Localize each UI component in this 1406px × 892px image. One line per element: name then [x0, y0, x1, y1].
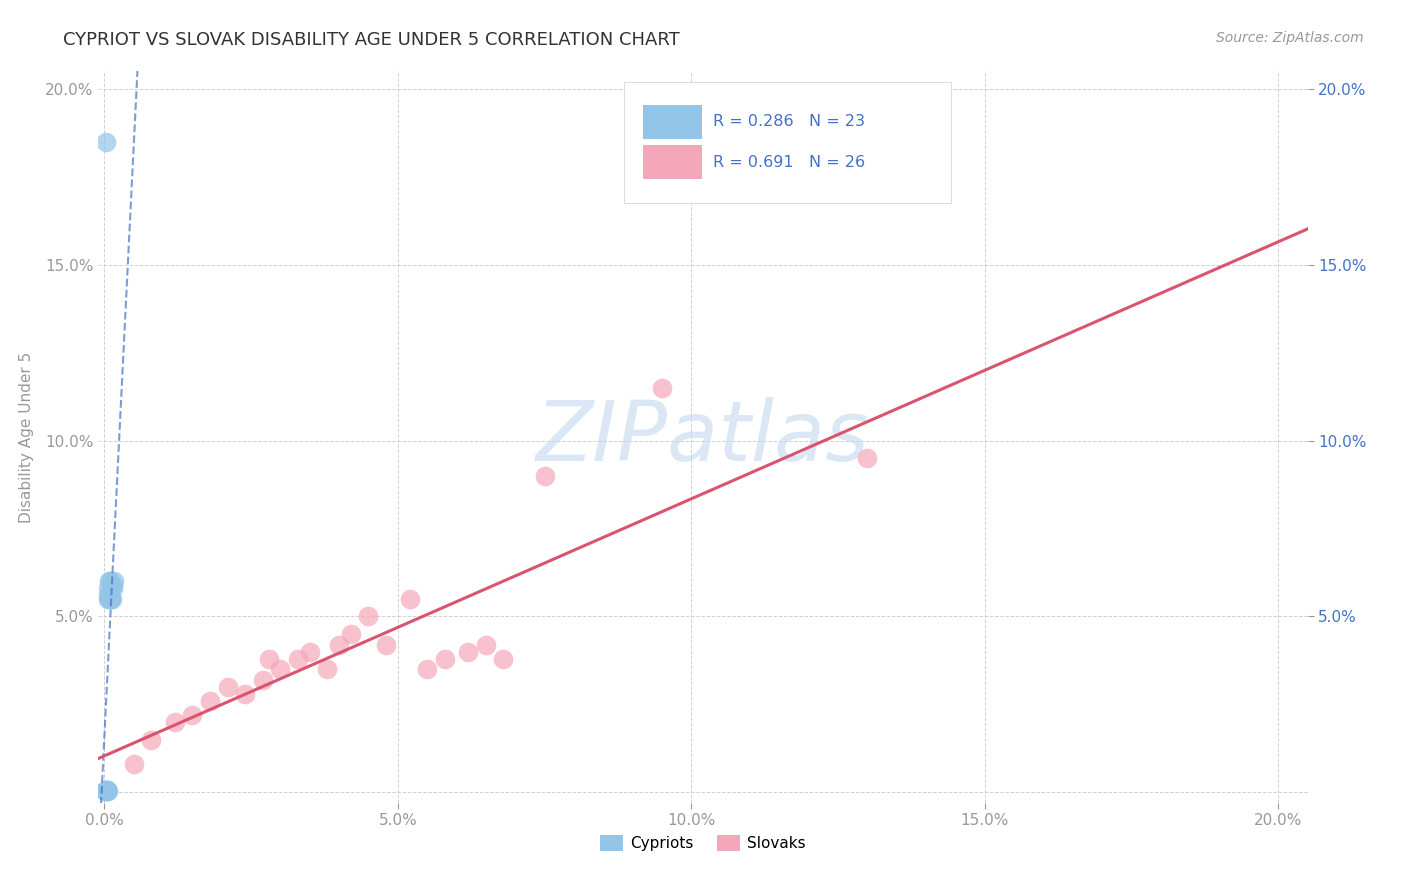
Point	[328, 638, 350, 652]
Point	[94, 783, 117, 797]
Point	[416, 662, 439, 676]
Point	[533, 468, 555, 483]
Point	[98, 588, 121, 602]
FancyBboxPatch shape	[643, 105, 702, 138]
Text: Source: ZipAtlas.com: Source: ZipAtlas.com	[1216, 31, 1364, 45]
Point	[101, 591, 124, 606]
Text: CYPRIOT VS SLOVAK DISABILITY AGE UNDER 5 CORRELATION CHART: CYPRIOT VS SLOVAK DISABILITY AGE UNDER 5…	[63, 31, 681, 49]
Point	[457, 644, 479, 658]
Legend: Cypriots, Slovaks: Cypriots, Slovaks	[593, 830, 813, 857]
Point	[298, 644, 321, 658]
Point	[96, 783, 118, 797]
Point	[475, 638, 498, 652]
Point	[94, 784, 117, 798]
Point	[101, 578, 124, 592]
Point	[287, 651, 309, 665]
Point	[97, 582, 120, 596]
Point	[492, 651, 515, 665]
Point	[269, 662, 291, 676]
Point	[357, 609, 380, 624]
Point	[257, 651, 280, 665]
Point	[98, 591, 121, 606]
Point	[97, 591, 120, 606]
Text: R = 0.286   N = 23: R = 0.286 N = 23	[713, 114, 865, 129]
Point	[94, 784, 117, 798]
Point	[122, 757, 145, 772]
FancyBboxPatch shape	[643, 145, 702, 179]
Text: R = 0.691   N = 26: R = 0.691 N = 26	[713, 154, 865, 169]
Point	[252, 673, 274, 687]
Point	[340, 627, 363, 641]
Point	[98, 591, 121, 606]
Point	[651, 381, 673, 395]
Point	[100, 591, 122, 606]
Point	[94, 135, 117, 149]
Point	[181, 707, 204, 722]
Point	[98, 574, 121, 589]
Point	[316, 662, 339, 676]
Text: ZIPatlas: ZIPatlas	[536, 397, 870, 477]
Point	[398, 591, 420, 606]
Point	[97, 588, 120, 602]
Point	[98, 574, 121, 589]
Point	[96, 783, 118, 797]
Point	[375, 638, 398, 652]
Point	[97, 784, 120, 798]
Point	[141, 732, 163, 747]
Point	[96, 783, 118, 797]
Point	[94, 784, 117, 798]
Point	[233, 687, 256, 701]
Point	[856, 451, 879, 466]
Y-axis label: Disability Age Under 5: Disability Age Under 5	[20, 351, 34, 523]
Point	[101, 582, 124, 596]
Point	[433, 651, 456, 665]
Point	[198, 694, 221, 708]
Point	[217, 680, 239, 694]
FancyBboxPatch shape	[624, 82, 950, 203]
Point	[163, 714, 186, 729]
Point	[103, 574, 125, 589]
Point	[96, 784, 118, 798]
